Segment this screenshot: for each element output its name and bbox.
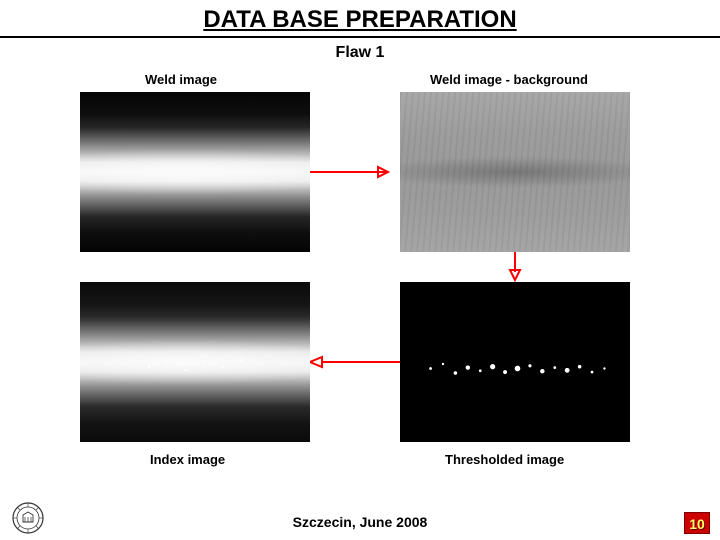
- figure-panels: Weld image Weld image - background Index…: [0, 62, 720, 492]
- panel-thresholded: [400, 282, 630, 442]
- title-bar: DATA BASE PREPARATION: [0, 0, 720, 34]
- page-title: DATA BASE PREPARATION: [203, 6, 516, 34]
- panel-weld-image: [80, 92, 310, 252]
- footer: Szczecin, June 2008 10: [0, 500, 720, 540]
- footer-text: Szczecin, June 2008: [293, 514, 428, 530]
- arrow-tr-to-br: [505, 252, 525, 282]
- panel-label-diff: Weld image - background: [430, 72, 588, 87]
- panel-label-index: Index image: [150, 452, 225, 467]
- subtitle: Flaw 1: [0, 44, 720, 62]
- panel-index-image: [80, 282, 310, 442]
- index-img: [80, 282, 310, 442]
- thresholded-img: [400, 282, 630, 442]
- title-underline: [0, 36, 720, 38]
- panel-weld-minus-bg: [400, 92, 630, 252]
- arrow-tl-to-tr: [310, 162, 400, 182]
- weld-radiograph-img: [80, 92, 310, 252]
- panel-label-weld: Weld image: [145, 72, 217, 87]
- slide-number: 10: [684, 512, 710, 534]
- weld-minus-bg-img: [400, 92, 630, 252]
- panel-label-thresh: Thresholded image: [445, 452, 564, 467]
- arrow-br-to-bl: [310, 352, 400, 372]
- university-seal-icon: [12, 502, 44, 534]
